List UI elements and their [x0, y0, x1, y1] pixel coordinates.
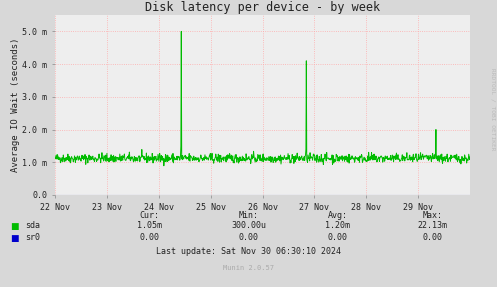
- Y-axis label: Average IO Wait (seconds): Average IO Wait (seconds): [10, 38, 19, 172]
- Text: Avg:: Avg:: [328, 210, 348, 220]
- Text: Munin 2.0.57: Munin 2.0.57: [223, 265, 274, 271]
- Text: 0.00: 0.00: [328, 234, 348, 243]
- Text: Max:: Max:: [422, 210, 442, 220]
- Text: sda: sda: [25, 222, 40, 230]
- Text: ■: ■: [10, 234, 18, 243]
- Text: Min:: Min:: [239, 210, 258, 220]
- Text: 300.00u: 300.00u: [231, 222, 266, 230]
- Title: Disk latency per device - by week: Disk latency per device - by week: [145, 1, 380, 14]
- Text: 1.05m: 1.05m: [137, 222, 162, 230]
- Text: 0.00: 0.00: [239, 234, 258, 243]
- Text: Last update: Sat Nov 30 06:30:10 2024: Last update: Sat Nov 30 06:30:10 2024: [156, 247, 341, 257]
- Text: 0.00: 0.00: [422, 234, 442, 243]
- Text: sr0: sr0: [25, 234, 40, 243]
- Text: 1.20m: 1.20m: [326, 222, 350, 230]
- Text: 22.13m: 22.13m: [417, 222, 447, 230]
- Text: RRDTOOL / TOBI OETIKER: RRDTOOL / TOBI OETIKER: [491, 68, 496, 150]
- Text: ■: ■: [10, 222, 18, 230]
- Text: Cur:: Cur:: [139, 210, 159, 220]
- Text: 0.00: 0.00: [139, 234, 159, 243]
